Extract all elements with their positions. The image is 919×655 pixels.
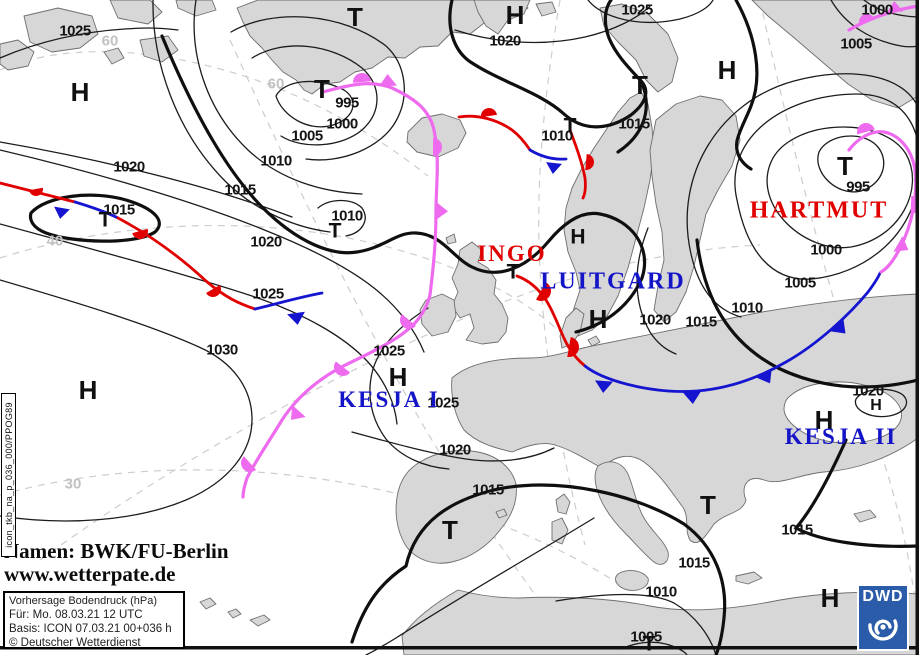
credits-line2: www.wetterpate.de [4, 562, 176, 587]
land-arctic-islands [23, 7, 99, 53]
warm-front [457, 114, 532, 152]
isobars-bold [28, 0, 919, 655]
land-svalbard [473, 0, 531, 35]
dwd-logo: DWD [857, 584, 909, 651]
land-ireland [419, 293, 457, 337]
cold-front-triangles [54, 162, 846, 404]
product-code: icon_tkb_na_p_036_000/PPOG89 [3, 402, 14, 548]
occluded-front [241, 82, 439, 499]
land-finland [649, 95, 741, 323]
warm-front [568, 128, 587, 200]
legend-title: Vorhersage Bodendruck (hPa) [9, 595, 157, 607]
warm-front-bumps [29, 108, 594, 357]
map-frame-bottom [0, 646, 919, 650]
credits-line1: Namen: BWK/FU-Berlin [4, 539, 229, 563]
legend-box: Vorhersage Bodendruck (hPa) Für: Mo. 08.… [3, 591, 185, 649]
product-code-box: icon_tkb_na_p_036_000/PPOG89 [1, 393, 16, 557]
legend-copyright: © Deutscher Wetterdienst [9, 637, 141, 650]
legend-valid-time: Für: Mo. 08.03.21 12 UTC [9, 609, 143, 622]
cold-front [528, 148, 568, 161]
sea-black-sea [783, 381, 902, 444]
land-britain [451, 241, 509, 345]
map-frame-right [915, 0, 919, 655]
occluded-front [847, 4, 919, 32]
land-barents [751, 0, 919, 109]
cold-front [253, 291, 324, 311]
cold-front [73, 200, 120, 220]
front-symbols [29, 1, 919, 472]
land-sicily [615, 570, 649, 591]
dwd-cyclone-icon [868, 619, 898, 641]
cold-front [583, 271, 882, 393]
fronts [0, 4, 919, 499]
land-italy [594, 461, 669, 565]
land-africa [401, 589, 919, 655]
credits: Namen: BWK/FU-Berlin www.wetterpate.de [4, 539, 229, 587]
warm-front [515, 274, 587, 368]
land-iberia [395, 450, 517, 564]
dwd-logo-text: DWD [862, 588, 904, 605]
land-denmark [559, 307, 585, 349]
legend-model-basis: Basis: ICON 07.03.21 00+036 h [9, 623, 172, 636]
